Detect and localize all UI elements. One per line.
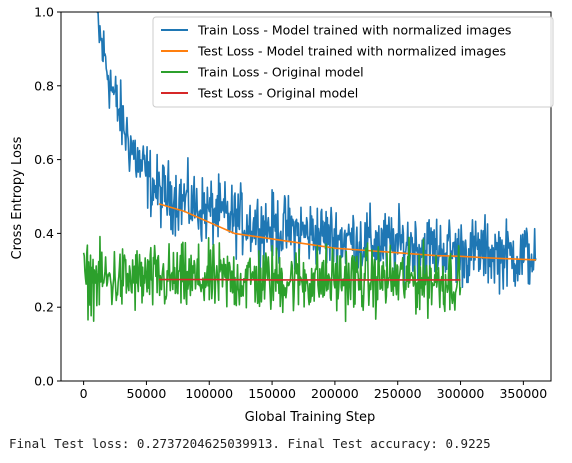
- x-tick-label: 200000: [311, 386, 359, 401]
- y-tick-label: 0.2: [34, 300, 54, 315]
- x-tick-label: 300000: [437, 386, 485, 401]
- legend-label: Test Loss - Model trained with normalize…: [197, 44, 506, 59]
- legend-frame: [152, 16, 554, 108]
- x-axis-label: Global Training Step: [245, 410, 376, 425]
- loss-chart: 0 50000 100000 150000 200000 250000 300000 3500…: [10, 5, 554, 425]
- y-tick-label: 0.0: [34, 374, 54, 389]
- y-axis-label: Cross Entropy Loss: [10, 136, 25, 259]
- series-line-2: [158, 203, 536, 261]
- x-tick-label: 0: [80, 386, 88, 401]
- x-tick-label: 50000: [127, 386, 167, 401]
- x-axis: 0 50000 100000 150000 200000 250000 300000 3500…: [80, 381, 547, 401]
- y-tick-label: 1.0: [34, 5, 54, 20]
- plot-frame: [60, 11, 552, 382]
- x-tick-label: 100000: [185, 386, 233, 401]
- y-axis: 0.0 0.2 0.4 0.6 0.8 1.0: [34, 5, 61, 389]
- series-line-3: [82, 235, 462, 323]
- x-tick-label: 150000: [248, 386, 296, 401]
- y-tick-label: 0.4: [34, 226, 54, 241]
- plot-area: [60, 11, 552, 382]
- y-tick-label: 0.8: [34, 78, 54, 93]
- legend: Train Loss - Model trained with normaliz…: [152, 16, 554, 108]
- x-tick-label: 350000: [499, 386, 547, 401]
- y-tick-label: 0.6: [34, 152, 54, 167]
- x-tick-label: 250000: [374, 386, 422, 401]
- legend-label: Train Loss - Model trained with normaliz…: [197, 23, 511, 38]
- legend-label: Train Loss - Original model: [197, 65, 364, 80]
- output-text: Final Test loss: 0.2737204625039913. Fin…: [9, 436, 491, 451]
- legend-label: Test Loss - Original model: [197, 86, 358, 101]
